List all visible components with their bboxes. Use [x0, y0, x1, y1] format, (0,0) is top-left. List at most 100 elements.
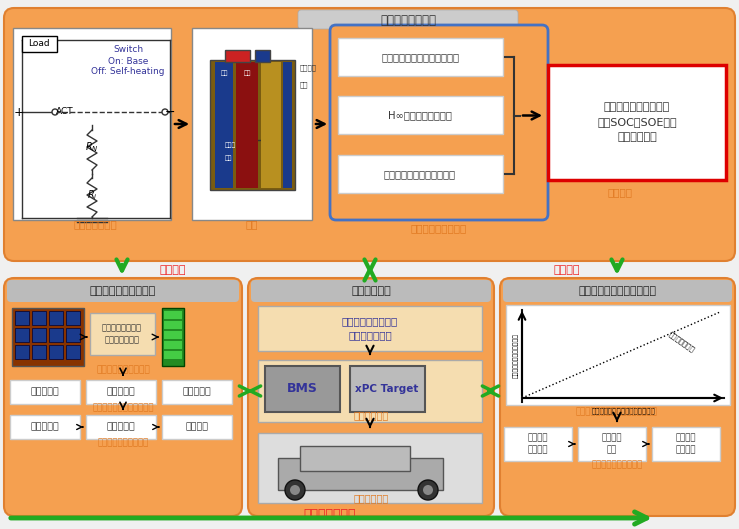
Text: Load: Load [28, 40, 50, 49]
Bar [258, 360, 482, 422]
Bar [225, 50, 250, 62]
Text: 负极: 负极 [220, 70, 228, 76]
Bar [66, 328, 80, 342]
Text: ACT: ACT [56, 107, 74, 116]
Text: Switch: Switch [113, 45, 143, 54]
Bar [10, 380, 80, 404]
Bar [164, 331, 182, 339]
Text: 串并联方式: 串并联方式 [183, 388, 211, 397]
Text: 动力电池组统计学分布规律: 动力电池组统计学分布规律 [92, 404, 154, 413]
Text: 多模型融合估计方法: 多模型融合估计方法 [411, 223, 467, 233]
Text: 开关: 开关 [300, 81, 308, 88]
Text: 电池: 电池 [246, 219, 258, 229]
Bar [164, 341, 182, 349]
FancyBboxPatch shape [4, 8, 735, 261]
Text: 筛选优化: 筛选优化 [185, 423, 208, 432]
Bar [15, 328, 29, 342]
Bar [210, 60, 295, 190]
Text: H∞自适应状态观测器: H∞自适应状态观测器 [388, 110, 452, 120]
Bar [300, 446, 410, 471]
Bar [255, 50, 270, 62]
Text: 基于多模型概率的动力
电池SOC和SOE联合
估计算法模型: 基于多模型概率的动力 电池SOC和SOE联合 估计算法模型 [597, 102, 677, 142]
Text: 联合估计: 联合估计 [554, 265, 580, 275]
Bar [261, 62, 281, 188]
Bar [192, 28, 312, 220]
Text: 多维多尺度参数和状态估计: 多维多尺度参数和状态估计 [513, 333, 519, 378]
Text: 动力电池组模型: 动力电池组模型 [304, 507, 356, 521]
Circle shape [52, 109, 58, 115]
Text: 联合估计算法标定准则: 联合估计算法标定准则 [591, 461, 643, 470]
Bar [49, 311, 63, 325]
Text: +: + [14, 105, 24, 118]
Text: 锂箔: 锂箔 [225, 155, 233, 161]
Text: 电解液: 电解液 [225, 142, 236, 148]
FancyBboxPatch shape [500, 278, 735, 516]
Text: 加热极耳: 加热极耳 [300, 65, 317, 71]
Bar [32, 345, 46, 359]
Text: 代表性样本可靠性分析: 代表性样本可靠性分析 [98, 439, 149, 448]
Text: 自加热启停模式: 自加热启停模式 [73, 219, 117, 229]
Text: 多维多尺度估计: 多维多尺度估计 [668, 331, 696, 353]
FancyBboxPatch shape [330, 25, 548, 220]
Bar [164, 321, 182, 329]
Bar [236, 62, 258, 188]
Bar [164, 311, 182, 319]
Bar [32, 311, 46, 325]
Bar [350, 366, 425, 412]
Bar [506, 305, 730, 405]
Bar [652, 427, 720, 461]
FancyBboxPatch shape [248, 278, 494, 516]
FancyBboxPatch shape [4, 278, 242, 516]
Bar [12, 308, 84, 366]
FancyBboxPatch shape [7, 280, 239, 302]
FancyBboxPatch shape [251, 280, 491, 302]
Bar [578, 427, 646, 461]
Text: 实车验证研究: 实车验证研究 [353, 493, 389, 503]
Bar [258, 433, 482, 503]
Bar [548, 65, 726, 180]
Text: $R_i$: $R_i$ [86, 188, 98, 202]
Bar [66, 311, 80, 325]
Text: $R_N$: $R_N$ [85, 140, 99, 154]
Bar [162, 380, 232, 404]
Text: 联合估计: 联合估计 [607, 187, 633, 197]
Text: BMS: BMS [287, 382, 318, 396]
Circle shape [290, 485, 300, 495]
Bar [338, 96, 503, 134]
Text: 电池单体状态估计: 电池单体状态估计 [380, 14, 436, 26]
Text: 试验验证研究: 试验验证研究 [351, 286, 391, 296]
Text: −: − [165, 105, 175, 118]
Bar [338, 155, 503, 193]
Text: 正极: 正极 [243, 70, 251, 76]
Text: 基于数据驱动的参数辨识方法: 基于数据驱动的参数辨识方法 [381, 52, 459, 62]
Bar [504, 427, 572, 461]
FancyBboxPatch shape [298, 10, 518, 29]
Bar [215, 62, 233, 188]
Bar [90, 313, 155, 355]
Bar [49, 345, 63, 359]
Text: 基于多模型概率的融合估计: 基于多模型概率的融合估计 [384, 169, 456, 179]
Circle shape [285, 480, 305, 500]
Text: 动力电池组的状态联合估计: 动力电池组的状态联合估计 [578, 286, 656, 296]
Text: 表征样本
更新: 表征样本 更新 [602, 433, 622, 455]
Circle shape [162, 109, 168, 115]
Bar [162, 308, 184, 366]
Text: 充放电电流: 充放电电流 [30, 388, 59, 397]
Bar [32, 328, 46, 342]
Text: 单体模型: 单体模型 [160, 265, 186, 275]
FancyBboxPatch shape [503, 280, 732, 302]
Bar [86, 380, 156, 404]
Bar [283, 62, 292, 188]
Text: 实时行驶
特性数据: 实时行驶 特性数据 [528, 433, 548, 455]
Bar [22, 36, 57, 52]
Text: 动力电池中各单体依次多尺度估计: 动力电池中各单体依次多尺度估计 [592, 407, 656, 414]
Bar [49, 328, 63, 342]
Text: 实时仿真平台: 实时仿真平台 [353, 410, 389, 420]
Text: 温度、老化: 温度、老化 [106, 388, 135, 397]
Text: 可靠度计算: 可靠度计算 [30, 423, 59, 432]
Text: 电池样本筛选方法研究: 电池样本筛选方法研究 [96, 366, 150, 375]
Bar [258, 306, 482, 351]
Bar [86, 415, 156, 439]
Bar [15, 311, 29, 325]
Bar [66, 345, 80, 359]
